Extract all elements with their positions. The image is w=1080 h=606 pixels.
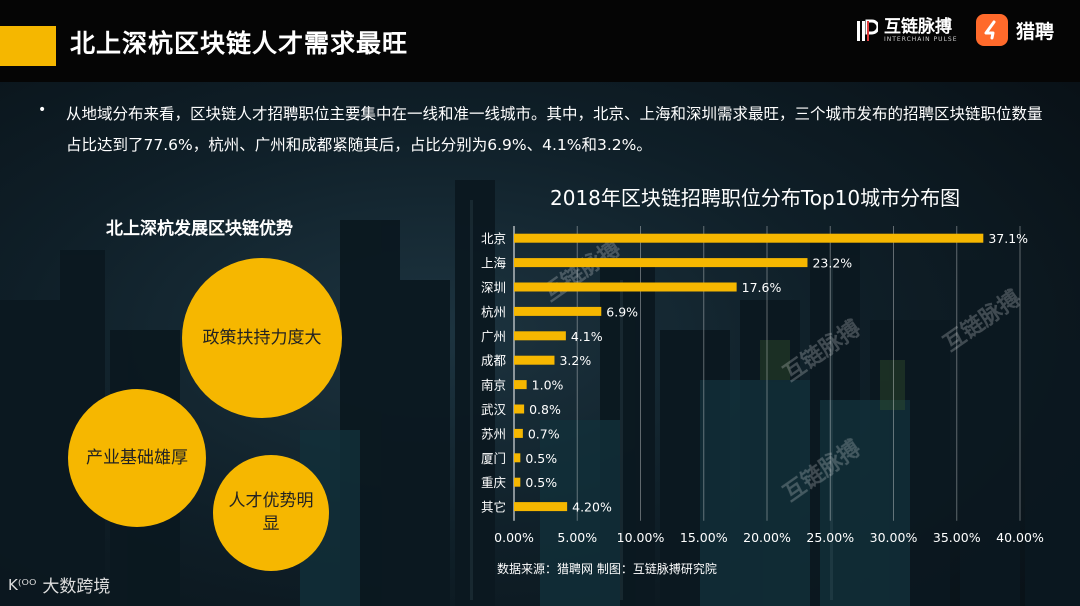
bar — [514, 477, 521, 487]
advantage-label: 人才优势明显 — [228, 491, 314, 534]
category-label: 南京 — [481, 378, 506, 393]
x-tick-label: 5.00% — [557, 530, 597, 545]
watermark-text: 互链脉搏 — [539, 235, 626, 307]
data-label: 3.2% — [559, 353, 591, 368]
x-tick-label: 35.00% — [933, 530, 981, 545]
category-label: 其它 — [481, 500, 506, 515]
category-label: 广州 — [481, 329, 506, 344]
bar — [514, 306, 602, 316]
data-label: 0.5% — [525, 451, 557, 466]
advantage-circle-industry: 产业基础雄厚 — [68, 389, 206, 527]
category-label: 北京 — [481, 231, 506, 246]
advantage-circle-policy: 政策扶持力度大 — [182, 258, 342, 418]
bar — [514, 355, 555, 365]
intro-paragraph: 从地域分布来看，区块链人才招聘职位主要集中在一线和准一线城市。其中，北京、上海和… — [66, 105, 1043, 154]
x-tick-label: 25.00% — [806, 530, 854, 545]
data-label: 0.8% — [529, 402, 561, 417]
x-tick-label: 20.00% — [743, 530, 791, 545]
advantage-label: 政策扶持力度大 — [202, 327, 322, 348]
interchain-pulse-logo-cn: 互链脉搏 — [884, 17, 952, 37]
category-label: 厦门 — [481, 451, 506, 466]
x-tick-label: 15.00% — [680, 530, 728, 545]
data-label: 0.7% — [528, 426, 560, 441]
bar — [514, 233, 984, 243]
data-label: 37.1% — [988, 231, 1028, 246]
liepin-logo-text: 猎聘 — [1016, 20, 1055, 43]
bar — [514, 331, 566, 341]
footer-logo: K⁽ᴼᴼ 大数跨境 — [8, 572, 111, 598]
title-accent-block — [0, 26, 56, 66]
data-label: 1.0% — [532, 378, 564, 393]
category-label: 上海 — [481, 256, 507, 271]
bar — [514, 453, 521, 463]
advantage-circle-talent: 人才优势明显 — [213, 455, 329, 571]
data-label: 17.6% — [742, 280, 782, 295]
bar — [514, 502, 568, 512]
interchain-pulse-logo-en: INTERCHAIN PULSE — [884, 36, 958, 43]
x-tick-label: 10.00% — [617, 530, 665, 545]
category-label: 重庆 — [481, 475, 507, 490]
category-label: 杭州 — [481, 304, 506, 319]
bar-chart: 互链脉搏 互链脉搏 互链脉搏 互链脉搏 0.00% 5.00% 10.00% 15.0… — [481, 226, 1044, 545]
advantages-title: 北上深杭发展区块链优势 — [106, 219, 293, 239]
data-label: 6.9% — [606, 304, 638, 319]
category-label: 成都 — [481, 353, 507, 368]
bar — [514, 258, 808, 268]
page-title: 北上深杭区块链人才需求最旺 — [70, 29, 409, 58]
x-tick-label: 40.00% — [996, 530, 1044, 545]
advantage-label: 产业基础雄厚 — [85, 447, 188, 468]
footer-brand: 大数跨境 — [42, 577, 111, 597]
interchain-pulse-logo: 互链脉搏 INTERCHAIN PULSE — [856, 18, 958, 44]
footer-logo-icon: K⁽ᴼᴼ — [8, 575, 37, 594]
bar — [514, 282, 737, 292]
liepin-logo: 猎聘 — [976, 14, 1054, 46]
bar — [514, 404, 525, 414]
x-tick-label: 0.00% — [494, 530, 534, 545]
watermark-text: 互链脉搏 — [779, 435, 866, 507]
bar — [514, 428, 523, 438]
category-label: 苏州 — [481, 426, 506, 441]
data-label: 4.1% — [571, 329, 603, 344]
data-label: 23.2% — [812, 256, 852, 271]
header-bar — [0, 0, 1080, 82]
interchain-pulse-logo-icon — [857, 19, 878, 41]
bar — [514, 380, 527, 390]
watermark-text: 互链脉搏 — [779, 315, 866, 387]
x-tick-label: 30.00% — [870, 530, 918, 545]
chart-title: 2018年区块链招聘职位分布Top10城市分布图 — [550, 186, 961, 210]
liepin-logo-icon — [976, 14, 1008, 46]
data-label: 4.20% — [572, 500, 612, 515]
bullet-icon: • — [38, 102, 47, 118]
source-note: 数据来源：猎聘网 制图：互链脉搏研究院 — [497, 562, 717, 576]
watermark-text: 互链脉搏 — [939, 285, 1026, 357]
category-label: 深圳 — [481, 280, 506, 295]
category-label: 武汉 — [481, 402, 507, 417]
data-label: 0.5% — [525, 475, 557, 490]
